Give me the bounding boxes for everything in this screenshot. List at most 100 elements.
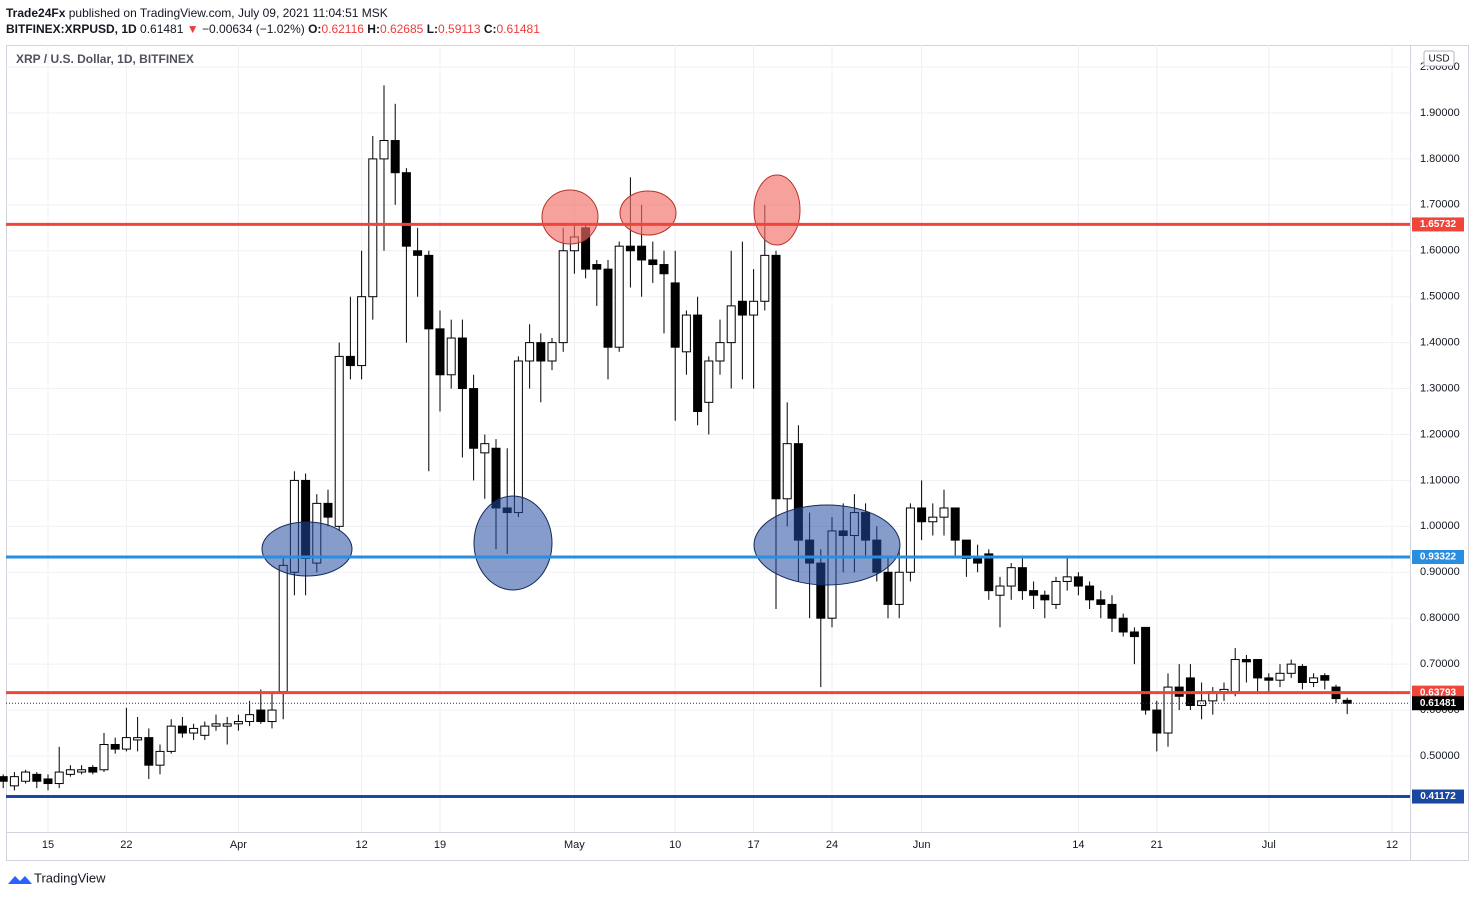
candle-body — [1241, 659, 1251, 663]
currency-box — [1423, 50, 1455, 67]
x-tick-label: 22 — [120, 839, 132, 851]
candle-body — [446, 337, 456, 376]
candle-body — [984, 553, 994, 592]
candle-body — [457, 337, 467, 390]
candle-body — [1163, 686, 1173, 734]
candle-body — [233, 721, 243, 725]
candle-body — [88, 766, 98, 773]
h-value: 0.62685 — [379, 22, 424, 36]
candle-body — [525, 342, 535, 362]
l-value: 0.59113 — [438, 22, 481, 36]
candle-body — [1129, 631, 1139, 638]
brand: TradingView — [34, 870, 106, 885]
published: published on TradingView.com, July 09, 2… — [68, 6, 388, 20]
candle-body — [704, 360, 714, 403]
h-label: H: — [367, 22, 380, 36]
x-tick-label: 24 — [826, 839, 838, 851]
candle-body — [905, 507, 915, 573]
candle-body — [547, 342, 557, 362]
candle-body — [950, 507, 960, 541]
candle-body — [536, 342, 546, 362]
candle-body — [278, 564, 288, 693]
publish-line: Trade24Fx published on TradingView.com, … — [6, 5, 540, 21]
x-tick-label: Jun — [913, 839, 931, 851]
y-tick-label: 0.50000 — [1420, 750, 1460, 762]
y-tick-label: 1.00000 — [1420, 520, 1460, 532]
last: 0.61481 — [140, 22, 184, 36]
candle-body — [1253, 659, 1263, 679]
levels: 1.65732 0.93322 0.63793 0.41172 0.61481 — [6, 217, 1464, 804]
candle-body — [334, 355, 344, 527]
candle-body — [245, 714, 255, 723]
candle-body — [1085, 585, 1095, 601]
candle-body — [894, 571, 904, 605]
candle-body — [166, 725, 176, 752]
candle-body — [1118, 617, 1128, 633]
candle-body — [379, 140, 389, 160]
candle-body — [424, 254, 434, 330]
candle-body — [771, 254, 781, 500]
level-label: 0.41172 — [1420, 791, 1456, 802]
y-tick-label: 1.70000 — [1420, 199, 1460, 211]
c-label: C: — [483, 22, 497, 36]
candle-body — [659, 264, 669, 275]
brand-logo — [8, 876, 32, 884]
y-tick-label: 0.80000 — [1420, 612, 1460, 624]
candle-body — [211, 723, 221, 727]
chart-title: XRP / U.S. Dollar, 1D, BITFINEX — [16, 52, 194, 66]
candle-body — [513, 360, 523, 514]
candle-body — [77, 769, 87, 773]
candle-body — [782, 443, 792, 500]
candle-body — [435, 328, 445, 376]
candle-body — [1197, 700, 1207, 706]
change: −0.00634 (−1.02%) — [202, 22, 305, 36]
x-tick-label: Jul — [1262, 839, 1276, 851]
candle-body — [637, 245, 647, 261]
candle-body — [670, 282, 680, 348]
down-arrow: ▼ — [186, 22, 199, 36]
candle-body — [681, 314, 691, 353]
candle-body — [1230, 659, 1240, 693]
candle-body — [558, 250, 568, 344]
candle-body — [715, 342, 725, 362]
candle-body — [883, 571, 893, 605]
red-ellipse — [619, 190, 677, 236]
candle-body — [32, 773, 42, 782]
candle-body — [480, 443, 490, 454]
l-label: L: — [426, 22, 439, 36]
last-price-label: 0.61481 — [1420, 698, 1457, 709]
x-tick-label: 19 — [434, 839, 446, 851]
blue-ellipse — [261, 521, 353, 577]
candle-body — [1297, 665, 1307, 683]
y-tick-label: 1.80000 — [1420, 153, 1460, 165]
candle-body — [110, 744, 120, 750]
candle-body — [939, 507, 949, 518]
candle-body — [267, 709, 277, 723]
level-label: 0.63793 — [1420, 687, 1457, 698]
red-ellipse — [541, 189, 599, 245]
candle-body — [1051, 580, 1061, 605]
publisher: Trade24Fx — [6, 6, 66, 20]
y-tick-label: 1.20000 — [1420, 428, 1460, 440]
candle-body — [413, 250, 423, 256]
level-label-bg — [1412, 789, 1464, 804]
candle-body — [726, 305, 736, 344]
candle-body — [737, 300, 747, 316]
candle-body — [1073, 576, 1083, 587]
candle-body — [323, 502, 333, 518]
candle-body — [1017, 567, 1027, 592]
candle-body — [256, 709, 266, 723]
candle-body — [693, 314, 703, 413]
x-tick-label: Apr — [230, 839, 247, 851]
candle-body — [648, 259, 658, 266]
candle-body — [133, 737, 143, 741]
candle-body — [357, 296, 367, 367]
last-price-label-bg — [1412, 696, 1464, 711]
candle-body — [1320, 675, 1330, 681]
x-tick-label: 12 — [1386, 839, 1398, 851]
candle-body — [65, 769, 75, 775]
candle-body — [21, 771, 31, 782]
x-tick-label: 17 — [747, 839, 759, 851]
level-label-bg — [1412, 550, 1464, 565]
x-tick-label: 12 — [355, 839, 367, 851]
